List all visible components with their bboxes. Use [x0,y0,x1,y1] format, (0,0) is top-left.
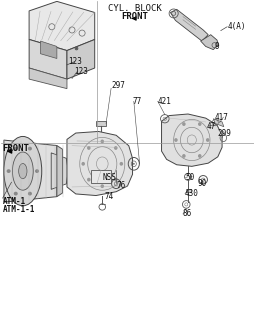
Ellipse shape [181,154,185,158]
Ellipse shape [19,164,27,179]
Text: NSS: NSS [102,173,116,182]
Ellipse shape [114,178,117,181]
Ellipse shape [14,192,18,196]
Polygon shape [29,1,94,51]
Ellipse shape [205,138,209,142]
Text: 421: 421 [157,97,171,106]
Polygon shape [51,153,68,189]
Ellipse shape [100,184,104,188]
Text: 90: 90 [197,179,206,188]
Polygon shape [67,132,132,196]
Text: 297: 297 [111,81,124,90]
Ellipse shape [181,122,185,126]
Text: FRONT: FRONT [3,144,29,153]
Text: 76: 76 [116,181,125,190]
Ellipse shape [14,147,18,150]
Text: 77: 77 [132,97,141,106]
Polygon shape [96,121,106,126]
Ellipse shape [35,169,39,173]
Ellipse shape [28,192,32,196]
Polygon shape [29,68,67,89]
Polygon shape [212,119,223,127]
Polygon shape [200,35,217,50]
Text: 430: 430 [184,189,198,198]
Polygon shape [161,114,221,166]
Text: ATM-1: ATM-1 [3,197,26,206]
Text: ATM-1-1: ATM-1-1 [3,205,35,214]
Ellipse shape [87,146,90,150]
Ellipse shape [197,122,201,126]
Text: 74: 74 [104,192,114,201]
Text: 47: 47 [206,122,215,131]
Polygon shape [91,170,111,183]
Ellipse shape [7,169,11,173]
Polygon shape [29,39,67,79]
Ellipse shape [81,162,85,166]
Ellipse shape [173,138,177,142]
Ellipse shape [132,163,134,165]
Text: 123: 123 [74,67,88,76]
Text: 417: 417 [214,113,228,122]
Polygon shape [170,9,208,41]
Text: 4(A): 4(A) [226,22,245,31]
Text: CYL. BLOCK: CYL. BLOCK [108,4,161,13]
Text: 9: 9 [214,42,218,51]
Ellipse shape [114,146,117,150]
Text: FRONT: FRONT [121,12,148,21]
Text: 86: 86 [182,209,191,219]
Text: 123: 123 [68,57,82,66]
Polygon shape [185,189,190,192]
Ellipse shape [12,152,33,190]
Ellipse shape [87,178,90,181]
Polygon shape [40,41,57,59]
Polygon shape [4,140,57,202]
Text: 299: 299 [216,129,230,138]
Ellipse shape [197,154,201,158]
Ellipse shape [100,140,104,143]
Polygon shape [67,39,94,79]
Ellipse shape [119,162,123,166]
Ellipse shape [28,147,32,150]
Ellipse shape [4,136,42,206]
Polygon shape [57,146,62,196]
Text: 50: 50 [184,173,194,182]
